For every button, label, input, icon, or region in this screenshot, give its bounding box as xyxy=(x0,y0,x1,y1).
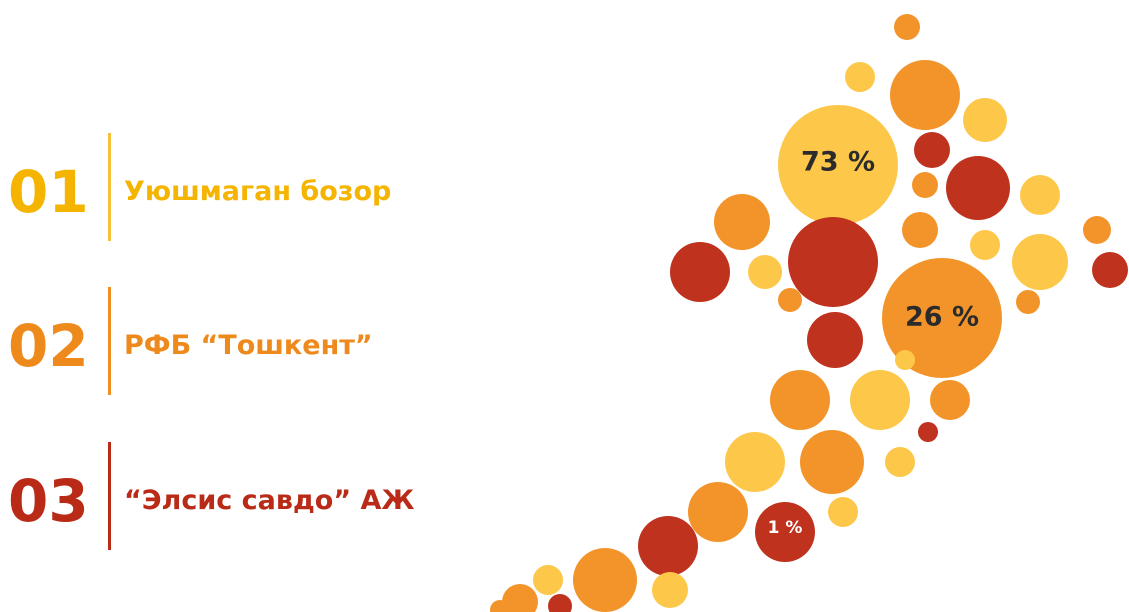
bubble xyxy=(970,230,1000,260)
divider xyxy=(108,287,111,395)
item-number: 02 xyxy=(8,312,89,380)
bubble xyxy=(800,430,864,494)
bubble xyxy=(1012,234,1068,290)
item-label: РФБ “Тошкент” xyxy=(124,330,373,361)
bubble xyxy=(918,422,938,442)
bubble xyxy=(670,242,730,302)
bubbles xyxy=(490,14,1128,612)
bubble xyxy=(783,163,801,181)
bubble xyxy=(770,370,830,430)
bubble-label: 1 % xyxy=(768,518,803,538)
bubble-label: 73 % xyxy=(801,147,875,178)
bubble xyxy=(845,62,875,92)
bubble xyxy=(778,288,802,312)
bubble xyxy=(1083,216,1111,244)
bubble xyxy=(638,516,698,576)
bubble xyxy=(748,255,782,289)
bubble xyxy=(828,497,858,527)
bubble xyxy=(755,502,815,562)
item-number: 03 xyxy=(8,467,89,535)
bubble xyxy=(963,98,1007,142)
bubble xyxy=(1092,252,1128,288)
bubble xyxy=(778,105,898,225)
bubble xyxy=(885,447,915,477)
bubble xyxy=(652,572,688,608)
item-number: 01 xyxy=(8,158,89,226)
bubble xyxy=(714,194,770,250)
bubble xyxy=(912,172,938,198)
bubble xyxy=(894,14,920,40)
bubble xyxy=(914,132,950,168)
bubble xyxy=(895,350,915,370)
bubble xyxy=(788,217,878,307)
bubble xyxy=(882,258,1002,378)
bubble xyxy=(548,594,572,612)
bubble xyxy=(573,548,637,612)
bubble xyxy=(1016,290,1040,314)
bubble xyxy=(502,584,538,612)
bubble xyxy=(490,600,510,612)
bubble xyxy=(725,432,785,492)
bubble xyxy=(890,60,960,130)
item-label: Уюшмаган бозор xyxy=(124,176,392,207)
bubble xyxy=(850,370,910,430)
bubble xyxy=(533,565,563,595)
bubble xyxy=(946,156,1010,220)
divider xyxy=(108,442,111,550)
bubble xyxy=(1020,175,1060,215)
divider xyxy=(108,133,111,241)
bubble xyxy=(902,212,938,248)
bubble xyxy=(807,312,863,368)
bubble-label: 26 % xyxy=(905,302,979,333)
item-label: “Элсис савдо” АЖ xyxy=(124,485,415,516)
bubble xyxy=(688,482,748,542)
bubble xyxy=(930,380,970,420)
